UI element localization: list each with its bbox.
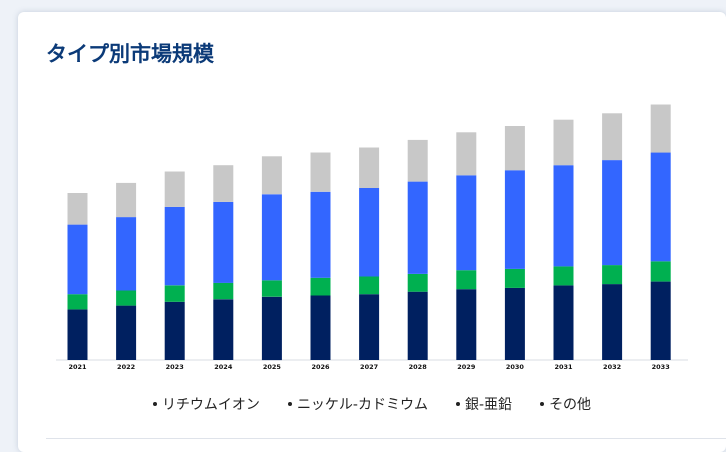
legend-label: ニッケル-カドミウム <box>296 397 428 413</box>
bar-2024-series-0 <box>213 299 234 360</box>
bar-2030-series-0 <box>504 287 525 360</box>
x-tick-2023: 2023 <box>166 363 184 371</box>
bar-2030-series-3 <box>504 126 525 171</box>
bar-2023-series-3 <box>164 171 185 207</box>
bar-2021-series-3 <box>67 193 88 225</box>
bar-2029-series-0 <box>456 289 477 360</box>
divider <box>46 438 726 439</box>
legend-label: その他 <box>549 397 592 413</box>
x-tick-2025: 2025 <box>263 363 282 371</box>
bar-2031-series-0 <box>553 285 574 360</box>
bar-2027-series-0 <box>359 294 380 360</box>
bar-2030-series-1 <box>504 268 525 288</box>
bar-2025-series-2 <box>261 194 282 281</box>
bar-2030-series-2 <box>504 170 525 269</box>
bar-2025-series-0 <box>261 296 282 361</box>
bar-2032-series-3 <box>602 113 623 161</box>
bar-2026-series-1 <box>310 277 331 296</box>
bar-2027-series-3 <box>359 147 380 188</box>
bar-2024-series-1 <box>213 282 234 300</box>
bar-2028-series-1 <box>407 274 428 292</box>
bar-2022-series-1 <box>116 290 137 306</box>
bar-2024-series-3 <box>213 165 234 202</box>
bar-2021-series-0 <box>67 309 88 360</box>
bar-2025-series-1 <box>261 280 282 297</box>
bar-2026-series-0 <box>310 295 331 360</box>
x-tick-2030: 2030 <box>506 363 525 371</box>
legend-item-0: リチウムイオン <box>152 394 260 414</box>
bar-2023-series-2 <box>164 206 185 286</box>
legend-item-2: 銀-亜鉛 <box>456 394 512 414</box>
bar-2022-series-3 <box>116 182 137 218</box>
x-tick-2021: 2021 <box>68 363 87 371</box>
bar-2022-series-2 <box>116 217 137 291</box>
bar-2028-series-0 <box>407 291 428 360</box>
chart-card: タイプ別市場規模 2021 2022 2023 2024 2025 2026 2027 202… <box>18 12 726 452</box>
bar-2032-series-2 <box>602 160 623 266</box>
bar-2023-series-1 <box>164 285 185 302</box>
x-tick-labels: 2021 2022 2023 2024 2025 2026 2027 2028 2029 2030… <box>68 363 669 371</box>
stacked-bar-chart: 2021 2022 2023 2024 2025 2026 2027 2028 2029 2030… <box>56 104 688 371</box>
legend-bullet-icon <box>152 402 157 406</box>
x-tick-2029: 2029 <box>457 363 476 371</box>
bar-2032-series-0 <box>602 284 623 360</box>
bar-2033-series-3 <box>650 104 671 153</box>
legend: リチウムイオン ニッケル-カドミウム 銀-亜鉛 その他 <box>18 394 726 414</box>
bar-2024-series-2 <box>213 201 234 283</box>
bar-2029-series-2 <box>456 175 477 271</box>
legend-item-1: ニッケル-カドミウム <box>287 394 428 414</box>
bar-2021-series-2 <box>67 224 88 295</box>
x-tick-2033: 2033 <box>652 363 670 371</box>
bar-2033-series-1 <box>650 261 671 282</box>
bar-2031-series-2 <box>553 165 574 267</box>
bar-2026-series-2 <box>310 191 331 278</box>
x-tick-2022: 2022 <box>117 363 135 371</box>
legend-bullet-icon <box>287 402 292 406</box>
x-tick-2027: 2027 <box>360 363 378 371</box>
legend-item-3: その他 <box>540 394 591 414</box>
x-tick-2028: 2028 <box>409 363 428 371</box>
bar-2033-series-0 <box>650 281 671 360</box>
bar-2028-series-3 <box>407 139 428 182</box>
legend-label: リチウムイオン <box>161 397 260 413</box>
page-title: タイプ別市場規模 <box>46 42 214 66</box>
bar-2027-series-1 <box>359 276 380 295</box>
bar-2033-series-2 <box>650 152 671 262</box>
legend-label: 銀-亜鉛 <box>465 397 513 413</box>
bar-2022-series-0 <box>116 305 137 360</box>
legend-bullet-icon <box>540 402 545 406</box>
bars-group <box>67 104 671 361</box>
bar-2029-series-1 <box>456 270 477 290</box>
bar-2023-series-0 <box>164 301 185 360</box>
x-tick-2026: 2026 <box>311 363 330 371</box>
x-tick-2031: 2031 <box>554 363 573 371</box>
legend-bullet-icon <box>456 402 460 406</box>
bar-2026-series-3 <box>310 152 331 192</box>
bar-2031-series-3 <box>553 119 574 166</box>
bar-2028-series-2 <box>407 181 428 274</box>
bar-2021-series-1 <box>67 294 88 310</box>
bar-2027-series-2 <box>359 188 380 277</box>
x-tick-2032: 2032 <box>603 363 621 371</box>
bar-2029-series-3 <box>456 132 477 176</box>
x-tick-2024: 2024 <box>214 363 233 371</box>
bar-2032-series-1 <box>602 265 623 285</box>
bar-2025-series-3 <box>261 156 282 195</box>
bar-2031-series-1 <box>553 266 574 286</box>
